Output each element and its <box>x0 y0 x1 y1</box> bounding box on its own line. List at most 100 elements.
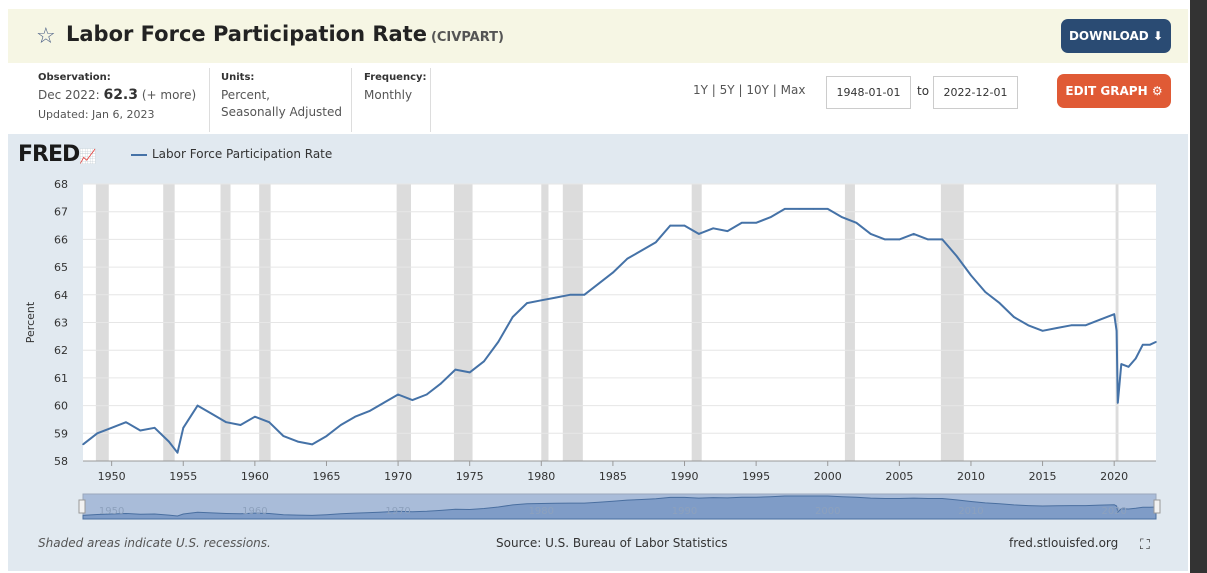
data-point <box>354 415 356 418</box>
data-point <box>196 404 199 407</box>
data-point <box>812 208 815 210</box>
data-point <box>139 429 142 432</box>
series-id: (CIVPART) <box>430 30 504 45</box>
data-point <box>783 208 786 210</box>
x-tick-label: 1970 <box>384 470 412 483</box>
range-max-link[interactable]: Max <box>780 83 806 97</box>
series-title: Labor Force Participation Rate <box>66 22 427 46</box>
data-point <box>1056 327 1058 329</box>
data-point <box>1127 366 1130 368</box>
x-tick-label: 1980 <box>527 470 555 483</box>
x-tick-label: 1955 <box>169 470 197 483</box>
range-separator: | <box>711 83 716 97</box>
data-point <box>1013 316 1015 318</box>
data-point <box>998 302 1001 304</box>
observation-more-link[interactable]: (+ more) <box>141 88 197 102</box>
data-point <box>1027 324 1030 327</box>
data-point <box>382 402 385 404</box>
data-point <box>397 393 399 396</box>
data-point <box>941 238 944 241</box>
x-tick-label: 1950 <box>98 470 126 483</box>
data-point <box>726 230 729 232</box>
data-point <box>110 426 113 429</box>
data-point <box>955 255 958 257</box>
range-1y-link[interactable]: 1Y <box>693 83 708 97</box>
range-separator: | <box>738 83 743 97</box>
observation-value: 62.3 <box>103 87 138 103</box>
range-separator: | <box>772 83 777 97</box>
data-point <box>225 421 228 424</box>
series-line <box>82 207 1157 454</box>
download-icon: ⬇ <box>1152 29 1164 43</box>
x-tick-label: 1990 <box>671 470 699 483</box>
data-point <box>884 238 886 241</box>
data-point <box>425 393 428 396</box>
edit-graph-button[interactable]: EDIT GRAPH ⚙ <box>1057 74 1171 108</box>
y-tick-label: 58 <box>54 455 68 468</box>
data-point <box>82 443 84 446</box>
site-link[interactable]: fred.stlouisfed.org <box>1009 536 1119 550</box>
data-point <box>898 238 901 241</box>
data-point <box>683 224 686 227</box>
y-tick-label: 64 <box>54 289 68 302</box>
recession-note: Shaded areas indicate U.S. recessions. <box>38 536 271 550</box>
source-text: Source: U.S. Bureau of Labor Statistics <box>496 536 728 550</box>
frequency-value: Monthly <box>364 88 413 102</box>
data-point <box>612 271 614 274</box>
y-tick-label: 65 <box>54 261 68 274</box>
data-point <box>741 221 743 224</box>
favorite-star-icon[interactable]: ☆ <box>36 24 56 49</box>
data-point <box>311 443 313 446</box>
range-5y-link[interactable]: 5Y <box>719 83 735 97</box>
gear-icon: ⚙ <box>1151 84 1163 98</box>
y-tick-label: 68 <box>54 178 68 191</box>
start-date-input[interactable]: 1948-01-01 <box>826 76 911 109</box>
to-label: to <box>917 84 930 98</box>
data-point <box>1149 343 1151 346</box>
data-point <box>712 227 714 230</box>
data-point <box>511 316 514 318</box>
units-value-1: Percent, <box>221 88 270 102</box>
end-date-input[interactable]: 2022-12-01 <box>933 76 1018 109</box>
observation-line: Dec 2022: 62.3 (+ more) <box>38 87 209 104</box>
observation-date: Dec 2022: <box>38 88 100 102</box>
download-button[interactable]: DOWNLOAD ⬇ <box>1061 19 1171 53</box>
legend-swatch <box>131 153 147 156</box>
y-tick-label: 60 <box>54 400 68 413</box>
navigator-label: 1970 <box>385 506 410 517</box>
navigator-handle-left[interactable] <box>78 499 86 514</box>
navigator-label: 1980 <box>529 506 554 517</box>
navigator-label: 2010 <box>958 506 983 517</box>
data-point <box>640 249 643 252</box>
fred-logo-text: FRED <box>18 142 80 167</box>
y-tick-label: 61 <box>54 372 68 385</box>
fullscreen-icon[interactable]: ⛶ <box>1140 537 1150 553</box>
data-point <box>96 432 99 435</box>
title-bar <box>8 9 1188 63</box>
y-tick-label: 59 <box>54 427 68 440</box>
data-point <box>1116 402 1119 404</box>
x-tick-label: 2000 <box>814 470 842 483</box>
data-point <box>554 296 557 299</box>
data-point <box>1113 313 1115 315</box>
y-tick-label: 66 <box>54 233 68 246</box>
navigator-handle-right[interactable] <box>1153 499 1161 514</box>
download-label: DOWNLOAD <box>1068 29 1149 43</box>
data-point <box>125 421 127 424</box>
range-selector: 1Y | 5Y | 10Y | Max <box>693 83 805 97</box>
data-point <box>626 257 629 260</box>
page-title: Labor Force Participation Rate (CIVPART) <box>66 22 504 46</box>
navigator-label: 1960 <box>242 506 267 517</box>
data-point <box>755 221 757 224</box>
units-box: Units: Percent, Seasonally Adjusted <box>221 68 352 132</box>
data-point <box>153 426 156 429</box>
observation-box: Observation: Dec 2022: 62.3 (+ more) Upd… <box>38 68 210 132</box>
data-point <box>239 424 242 426</box>
range-10y-link[interactable]: 10Y <box>746 83 769 97</box>
units-label: Units: <box>221 72 255 83</box>
data-point <box>970 274 972 277</box>
data-point <box>826 208 829 210</box>
data-point <box>1142 343 1144 346</box>
x-tick-label: 1960 <box>241 470 269 483</box>
